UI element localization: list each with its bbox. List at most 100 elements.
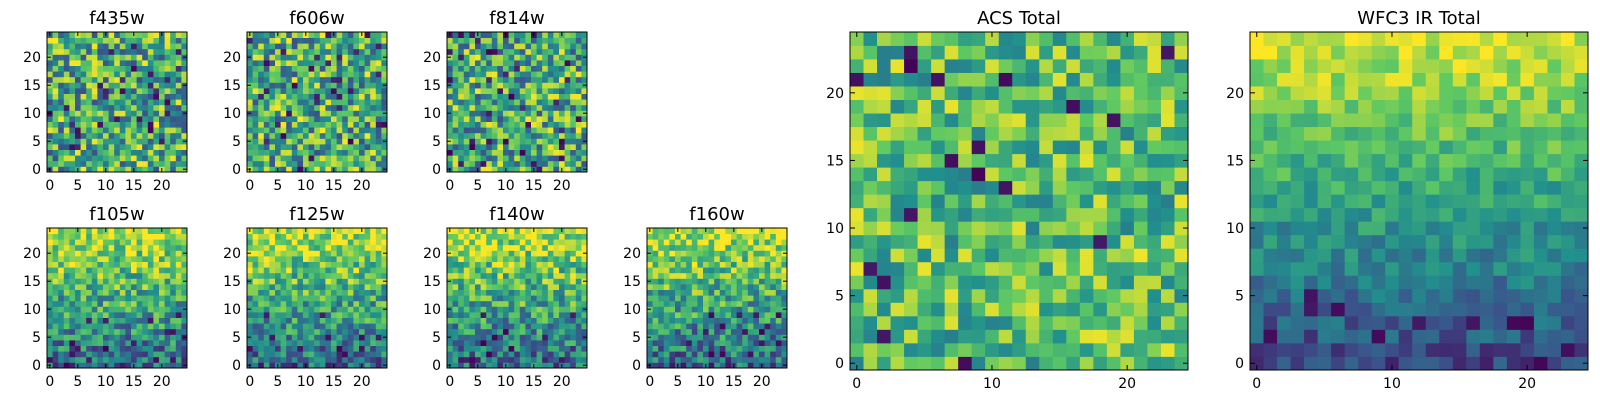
heatmap-cell (697, 323, 704, 330)
heatmap-cell (136, 239, 143, 246)
heatmap-cell (331, 284, 337, 290)
x-tick-label: 20 (553, 178, 571, 194)
heatmap-cell (164, 166, 171, 173)
x-tick-label: 5 (273, 178, 282, 194)
heatmap-cell (570, 351, 577, 358)
heatmap-cell (375, 239, 382, 246)
heatmap-cell (463, 351, 470, 358)
heatmap-cell (497, 250, 504, 257)
heatmap-cell (480, 362, 487, 369)
heatmap-cell (475, 116, 481, 122)
heatmap-cell (269, 351, 276, 358)
heatmap-cell (714, 272, 721, 279)
heatmap-cell (1174, 194, 1189, 209)
heatmap-cell (463, 250, 470, 257)
heatmap-cell (119, 351, 126, 358)
heatmap-cell (147, 317, 154, 324)
heatmap-cell (319, 278, 326, 285)
heatmap-cell (297, 272, 304, 279)
heatmap-cell (103, 155, 109, 162)
heatmap-cell (647, 267, 653, 274)
heatmap-cell (458, 256, 465, 262)
heatmap-cell (497, 289, 504, 296)
heatmap-cell (103, 351, 109, 358)
heatmap-cell (675, 272, 681, 279)
heatmap-cell (542, 82, 549, 89)
heatmap-cell (319, 289, 326, 296)
heatmap-cell (469, 160, 476, 167)
heatmap-cell (1066, 180, 1081, 195)
heatmap-cell (514, 155, 521, 162)
heatmap-cell (269, 144, 276, 150)
heatmap-cell (463, 82, 470, 89)
heatmap-cell (375, 261, 382, 268)
y-tick-label: 15 (423, 274, 441, 290)
heatmap-cell (553, 340, 560, 346)
heatmap-cell (342, 155, 349, 162)
heatmap-cell (781, 267, 788, 274)
heatmap-cell (314, 334, 321, 341)
heatmap-cell (153, 65, 160, 72)
heatmap-cell (370, 88, 377, 94)
heatmap-cell (458, 312, 465, 318)
heatmap-cell (181, 233, 188, 240)
heatmap-cell (308, 104, 315, 111)
heatmap-cell (80, 37, 87, 44)
heatmap-cell (514, 37, 521, 44)
heatmap-cell (69, 239, 76, 246)
heatmap-cell (108, 345, 115, 352)
heatmap-cell (714, 345, 721, 352)
heatmap-cell (247, 149, 253, 156)
heatmap-cell (542, 166, 549, 173)
heatmap-cell (342, 256, 349, 262)
heatmap-cell (252, 328, 259, 335)
heatmap-cell (119, 144, 126, 150)
heatmap-cell (480, 289, 487, 296)
heatmap-cell (136, 166, 143, 173)
heatmap-cell (153, 71, 160, 78)
heatmap-cell (119, 110, 126, 117)
heatmap-cell (91, 65, 98, 72)
heatmap-cell (719, 267, 726, 274)
heatmap-cell (331, 132, 337, 139)
heatmap-cell (680, 345, 687, 352)
heatmap-cell (559, 244, 565, 251)
heatmap-cell (850, 194, 864, 209)
heatmap-cell (452, 272, 459, 279)
heatmap-cell (985, 356, 1000, 371)
heatmap-cell (759, 323, 765, 330)
heatmap-cell (142, 88, 149, 94)
heatmap-cell (308, 149, 315, 156)
heatmap-cell (347, 306, 354, 313)
heatmap-cell (703, 300, 709, 307)
heatmap-cell (764, 261, 771, 268)
heatmap-cell (503, 121, 509, 128)
heatmap-cell (680, 328, 687, 335)
heatmap-cell (725, 233, 732, 240)
heatmap-cell (497, 244, 504, 251)
heatmap-cell (559, 43, 565, 50)
heatmap-cell (269, 99, 276, 106)
heatmap-cell (547, 149, 554, 156)
heatmap-cell (58, 362, 65, 369)
heatmap-cell (63, 155, 70, 162)
heatmap-cell (280, 76, 287, 83)
heatmap-cell (1039, 315, 1054, 330)
heatmap-cell (297, 239, 304, 246)
heatmap-cell (80, 104, 87, 111)
heatmap-cell (742, 295, 749, 302)
heatmap-cell (375, 278, 382, 285)
heatmap-cell (364, 54, 371, 61)
heatmap-cell (153, 48, 160, 55)
heatmap-cell (47, 284, 53, 290)
heatmap-cell (503, 43, 509, 50)
heatmap-cell (181, 32, 188, 38)
heatmap-cell (553, 144, 560, 150)
heatmap-cell (480, 132, 487, 139)
heatmap-cell (452, 71, 459, 78)
heatmap-cell (944, 221, 959, 236)
heatmap-cell (364, 278, 371, 285)
heatmap-cell (463, 138, 470, 145)
heatmap-cell (463, 132, 470, 139)
heatmap-cell (103, 110, 109, 117)
